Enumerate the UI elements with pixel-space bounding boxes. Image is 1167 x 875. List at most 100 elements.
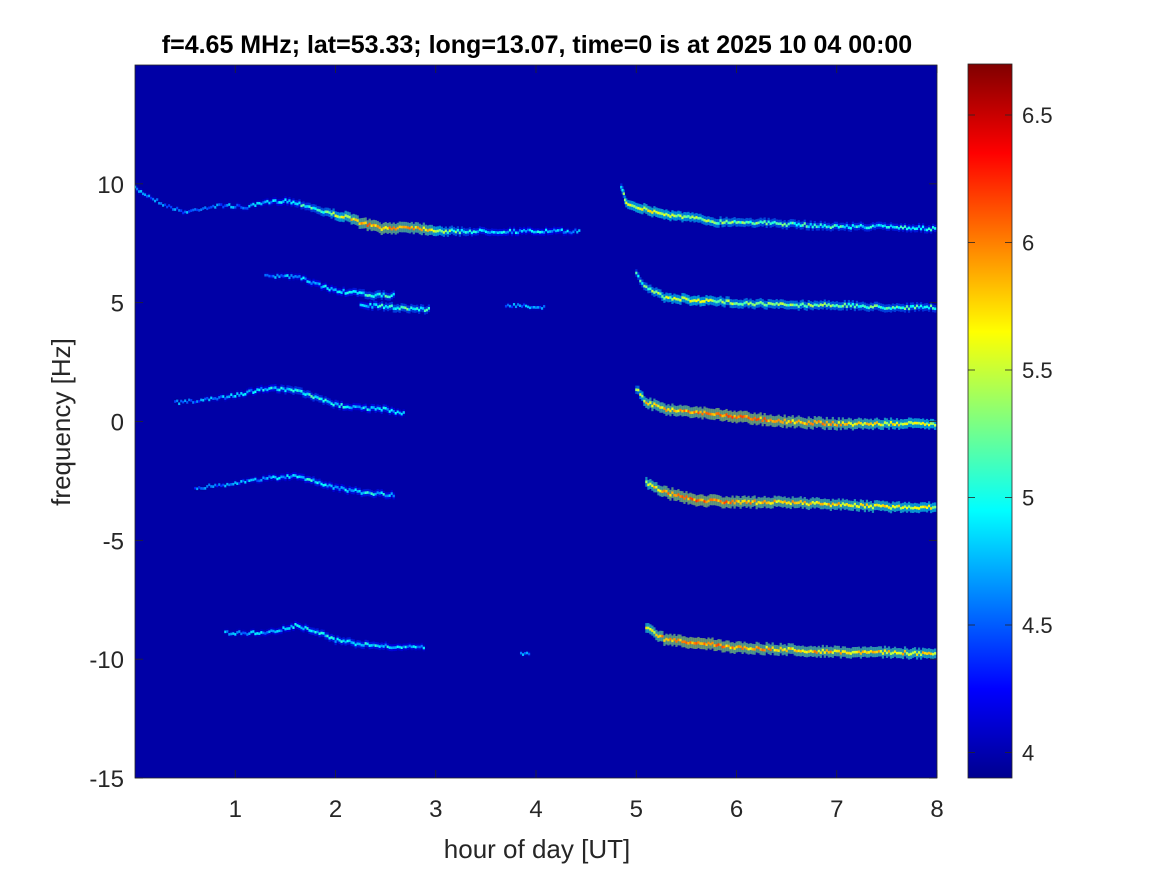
trace-cell bbox=[829, 650, 832, 654]
trace-cell bbox=[933, 227, 937, 230]
trace-cell bbox=[532, 230, 536, 234]
trace-cell bbox=[921, 421, 925, 425]
trace-cell bbox=[857, 650, 861, 654]
trace-cell bbox=[476, 230, 480, 233]
trace-cell bbox=[665, 637, 668, 641]
trace-cell bbox=[771, 302, 774, 306]
trace-cell bbox=[340, 640, 343, 643]
trace-cell bbox=[218, 483, 221, 486]
trace-cell bbox=[284, 389, 287, 393]
trace-cell bbox=[681, 409, 684, 413]
trace-cell bbox=[302, 627, 305, 631]
trace-cell bbox=[643, 206, 646, 210]
trace-cell bbox=[713, 413, 716, 416]
x-tick-label: 5 bbox=[630, 796, 643, 823]
trace-cell bbox=[803, 304, 806, 308]
trace-cell bbox=[687, 298, 690, 301]
trace-cell bbox=[731, 302, 734, 306]
trace-cell bbox=[815, 500, 818, 504]
trace-cell bbox=[434, 230, 437, 233]
trace-cell bbox=[809, 649, 812, 653]
trace-cell bbox=[933, 505, 937, 509]
trace-cell bbox=[220, 484, 223, 488]
trace-cell bbox=[787, 501, 790, 504]
trace-cell bbox=[332, 487, 335, 490]
trace-cell bbox=[753, 416, 756, 420]
trace-cell bbox=[741, 415, 744, 419]
trace-cell bbox=[685, 641, 688, 645]
trace-cell bbox=[675, 297, 678, 301]
trace-cell bbox=[885, 651, 889, 655]
trace-cell bbox=[330, 286, 333, 290]
trace-cell bbox=[725, 413, 728, 416]
trace-cell bbox=[516, 303, 520, 306]
trace-cell bbox=[833, 224, 836, 227]
trace-cell bbox=[274, 630, 277, 634]
trace-cell bbox=[777, 222, 780, 226]
trace-cell bbox=[208, 398, 211, 402]
trace-cell bbox=[352, 641, 355, 645]
trace-cell bbox=[318, 397, 321, 401]
trace-cell bbox=[192, 208, 195, 212]
trace-cell bbox=[813, 650, 816, 653]
trace-cell bbox=[921, 505, 925, 509]
trace-cell bbox=[835, 503, 838, 507]
trace-cell bbox=[703, 300, 706, 303]
trace-cell bbox=[655, 210, 658, 214]
trace-cell bbox=[248, 632, 251, 635]
trace-cell bbox=[322, 399, 325, 403]
trace-cell bbox=[150, 196, 153, 200]
trace-cell bbox=[330, 402, 333, 406]
trace-cell bbox=[931, 307, 935, 310]
trace-cell bbox=[723, 501, 726, 505]
trace-cell bbox=[729, 414, 732, 418]
trace-cell bbox=[296, 275, 299, 279]
trace-cell bbox=[250, 478, 253, 482]
trace-cell bbox=[182, 211, 185, 215]
trace-cell bbox=[371, 306, 374, 309]
trace-cell bbox=[823, 423, 826, 427]
trace-cell bbox=[899, 506, 903, 510]
trace-cell bbox=[363, 304, 366, 308]
trace-cell bbox=[843, 423, 846, 426]
trace-cell bbox=[661, 490, 664, 494]
trace-cell bbox=[270, 200, 273, 204]
trace-cell bbox=[797, 419, 800, 423]
trace-cell bbox=[224, 484, 227, 488]
trace-cell bbox=[805, 650, 808, 654]
trace-cell bbox=[146, 194, 149, 198]
trace-cell bbox=[300, 389, 303, 393]
trace-cell bbox=[697, 298, 700, 302]
trace-cell bbox=[663, 639, 666, 642]
trace-cell bbox=[929, 507, 933, 510]
trace-cell bbox=[358, 642, 361, 646]
trace-cell bbox=[833, 503, 836, 507]
trace-cell bbox=[649, 401, 652, 404]
trace-cell bbox=[859, 503, 863, 506]
trace-cell bbox=[410, 225, 413, 229]
trace-cell bbox=[743, 415, 746, 418]
trace-cell bbox=[727, 644, 730, 648]
trace-cell bbox=[272, 475, 275, 479]
trace-cell bbox=[374, 408, 377, 411]
trace-cell bbox=[384, 304, 388, 308]
trace-cell bbox=[907, 307, 911, 311]
trace-cell bbox=[735, 302, 738, 305]
trace-cell bbox=[518, 304, 522, 308]
trace-cell bbox=[176, 206, 179, 210]
trace-cell bbox=[260, 202, 263, 206]
trace-cell bbox=[254, 204, 257, 207]
trace-cell bbox=[851, 424, 854, 427]
trace-cell bbox=[374, 644, 377, 647]
trace-cell bbox=[733, 647, 736, 650]
trace-cell bbox=[833, 423, 836, 426]
trace-cell bbox=[671, 639, 674, 643]
trace-cell bbox=[819, 502, 822, 506]
trace-cell bbox=[302, 276, 305, 280]
trace-cell bbox=[246, 633, 249, 636]
trace-cell bbox=[376, 644, 379, 648]
trace-cell bbox=[887, 506, 891, 509]
trace-cell bbox=[402, 225, 405, 229]
trace-cell bbox=[294, 623, 297, 626]
trace-cell bbox=[256, 388, 259, 391]
